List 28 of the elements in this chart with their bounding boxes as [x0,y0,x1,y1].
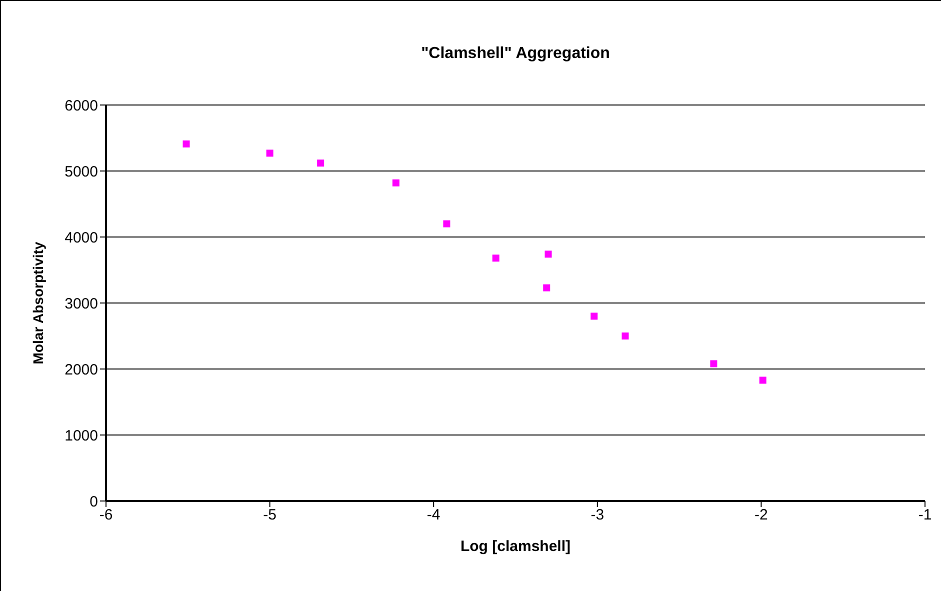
x-tick-label: -6 [99,506,113,524]
point [392,179,400,186]
x-tick-label: -4 [426,506,440,524]
point [622,332,629,340]
y-tick-label: 0 [90,493,98,510]
y-tick-label: 1000 [64,427,98,444]
point [590,312,598,320]
y-tick-label: 2000 [64,361,98,378]
x-tick-label: -1 [918,506,932,524]
point [544,250,552,258]
point [182,140,190,148]
point [710,360,718,368]
point [266,150,274,157]
y-tick-label: 3000 [64,295,98,312]
x-axis-title: Log [clamshell] [460,538,571,555]
point [492,254,500,262]
point [443,220,450,228]
y-tick-label: 6000 [64,97,98,114]
y-tick-label: 5000 [64,163,98,180]
point [543,284,550,292]
y-axis-title: Molar Absorptivity [30,242,46,364]
point [759,376,766,384]
y-tick-label: 4000 [64,229,98,246]
x-tick-label: -5 [263,506,276,524]
point [317,160,324,167]
chart-title: "Clamshell" Aggregation [421,45,610,62]
x-tick-label: -3 [590,506,604,524]
x-tick-label: -2 [754,506,768,524]
